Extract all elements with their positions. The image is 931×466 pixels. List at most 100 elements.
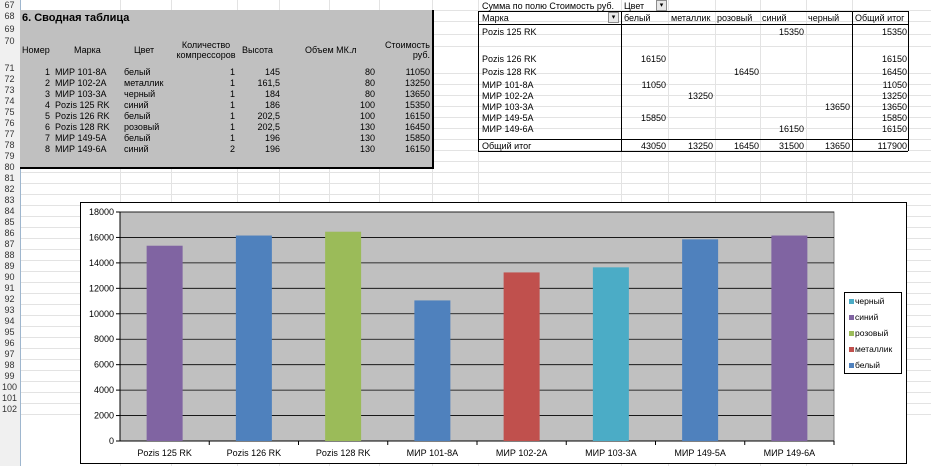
pivot-cell: 13250: [881, 91, 907, 101]
legend-swatch: [849, 315, 854, 321]
bar-синий[interactable]: [146, 245, 183, 441]
legend-item[interactable]: розовый: [849, 328, 888, 338]
cell-color: белый: [124, 133, 151, 143]
row-number[interactable]: 86: [4, 228, 15, 238]
cell-cost: 13250: [404, 78, 430, 88]
pivot-row-label[interactable]: МИР 102-2А: [482, 91, 534, 101]
row-number[interactable]: 100: [1, 382, 18, 392]
row-number[interactable]: 97: [4, 349, 15, 359]
pivot-row-label[interactable]: МИР 103-3А: [482, 102, 534, 112]
bar-синий[interactable]: [771, 235, 808, 441]
bar-белый[interactable]: [682, 239, 719, 441]
row-number[interactable]: 77: [4, 129, 15, 139]
legend-item[interactable]: синий: [849, 312, 878, 322]
pivot-column-header[interactable]: синий: [762, 13, 787, 23]
row-number[interactable]: 89: [4, 261, 15, 271]
pivot-cell: 13650: [881, 102, 907, 112]
cell-compressors: 1: [229, 111, 235, 121]
row-number[interactable]: 73: [4, 85, 15, 95]
cell-cost: 15850: [404, 133, 430, 143]
header-number: Номер: [22, 45, 50, 55]
pivot-row-label[interactable]: МИР 149-5А: [482, 113, 534, 123]
row-number[interactable]: 70: [4, 36, 15, 46]
pivot-border: [621, 11, 622, 151]
bar-белый[interactable]: [235, 235, 272, 441]
row-number[interactable]: 102: [1, 404, 18, 414]
plot-area[interactable]: [119, 211, 835, 442]
row-number[interactable]: 81: [4, 173, 15, 183]
row-number[interactable]: 91: [4, 283, 15, 293]
cell-height: 145: [264, 67, 280, 77]
cell-height: 184: [264, 89, 280, 99]
row-number[interactable]: 75: [4, 107, 15, 117]
pivot-row-label[interactable]: Pozis 126 RK: [482, 54, 537, 64]
pivot-row-label[interactable]: МИР 101-8А: [482, 80, 534, 90]
pivot-row-label[interactable]: МИР 149-6А: [482, 124, 534, 134]
pivot-column-header[interactable]: розовый: [717, 13, 753, 23]
legend-item[interactable]: черный: [849, 296, 884, 306]
cell-compressors: 1: [229, 122, 235, 132]
row-number[interactable]: 67: [4, 0, 15, 10]
legend-item[interactable]: металлик: [849, 344, 892, 354]
cell-compressors: 1: [229, 100, 235, 110]
row-number[interactable]: 92: [4, 294, 15, 304]
pivot-column-header[interactable]: металлик: [671, 13, 711, 23]
row-number[interactable]: 93: [4, 305, 15, 315]
pivot-column-header[interactable]: черный: [808, 13, 840, 23]
pivot-total-cell: 43050: [640, 141, 666, 151]
row-number[interactable]: 68: [4, 11, 15, 21]
row-number[interactable]: 99: [4, 371, 15, 381]
row-number[interactable]: 82: [4, 184, 15, 194]
pivot-row-label[interactable]: Pozis 125 RK: [482, 27, 537, 37]
pivot-border: [478, 11, 908, 12]
bar-черный[interactable]: [592, 267, 629, 441]
row-number[interactable]: 94: [4, 316, 15, 326]
gridline: [20, 84, 931, 85]
y-tick-label: 16000: [89, 232, 114, 242]
row-number[interactable]: 69: [4, 24, 15, 34]
cell-mark: Pozis 126 RK: [55, 111, 110, 121]
row-number[interactable]: 76: [4, 118, 15, 128]
row-number[interactable]: 85: [4, 217, 15, 227]
legend-item[interactable]: белый: [849, 360, 880, 370]
gridline: [20, 10, 931, 11]
row-number[interactable]: 78: [4, 140, 15, 150]
cell-volume: 100: [359, 100, 375, 110]
pivot-row-field[interactable]: Марка: [482, 13, 509, 23]
dropdown-icon[interactable]: ▾: [656, 0, 667, 11]
row-number[interactable]: 96: [4, 338, 15, 348]
gridline: [20, 106, 931, 107]
pivot-column-header[interactable]: белый: [624, 13, 651, 23]
y-tick-label: 18000: [89, 207, 114, 217]
row-number[interactable]: 90: [4, 272, 15, 282]
pivot-row-label[interactable]: Pozis 128 RK: [482, 67, 537, 77]
gridline: [20, 161, 931, 162]
legend-swatch: [849, 347, 854, 353]
pivot-cell: 11050: [641, 80, 666, 90]
row-number[interactable]: 95: [4, 327, 15, 337]
bar-металлик[interactable]: [503, 272, 540, 441]
row-number[interactable]: 84: [4, 206, 15, 216]
pivot-cell: 16150: [640, 54, 666, 64]
pivot-column-header[interactable]: Общий итог: [855, 13, 905, 23]
chart-legend[interactable]: черный синий розовый металлик белый: [844, 292, 902, 374]
cell-mark: Pozis 128 RK: [55, 122, 110, 132]
dropdown-icon[interactable]: ▾: [608, 12, 619, 23]
pivot-sum-label: Сумма по полю Стоимость руб.: [482, 1, 615, 11]
row-number[interactable]: 101: [1, 393, 18, 403]
row-number[interactable]: 72: [4, 74, 15, 84]
cell-cost: 13650: [404, 89, 430, 99]
row-number[interactable]: 83: [4, 195, 15, 205]
row-number[interactable]: 80: [4, 162, 15, 172]
bar-розовый[interactable]: [325, 231, 362, 441]
legend-label: синий: [855, 312, 879, 322]
row-number[interactable]: 88: [4, 250, 15, 260]
row-number[interactable]: 98: [4, 360, 15, 370]
bar-белый[interactable]: [414, 300, 451, 441]
row-number[interactable]: 87: [4, 239, 15, 249]
pivot-column-field[interactable]: Цвет: [624, 1, 645, 11]
row-number[interactable]: 71: [4, 63, 15, 73]
row-number[interactable]: 74: [4, 96, 15, 106]
row-number[interactable]: 79: [4, 151, 15, 161]
